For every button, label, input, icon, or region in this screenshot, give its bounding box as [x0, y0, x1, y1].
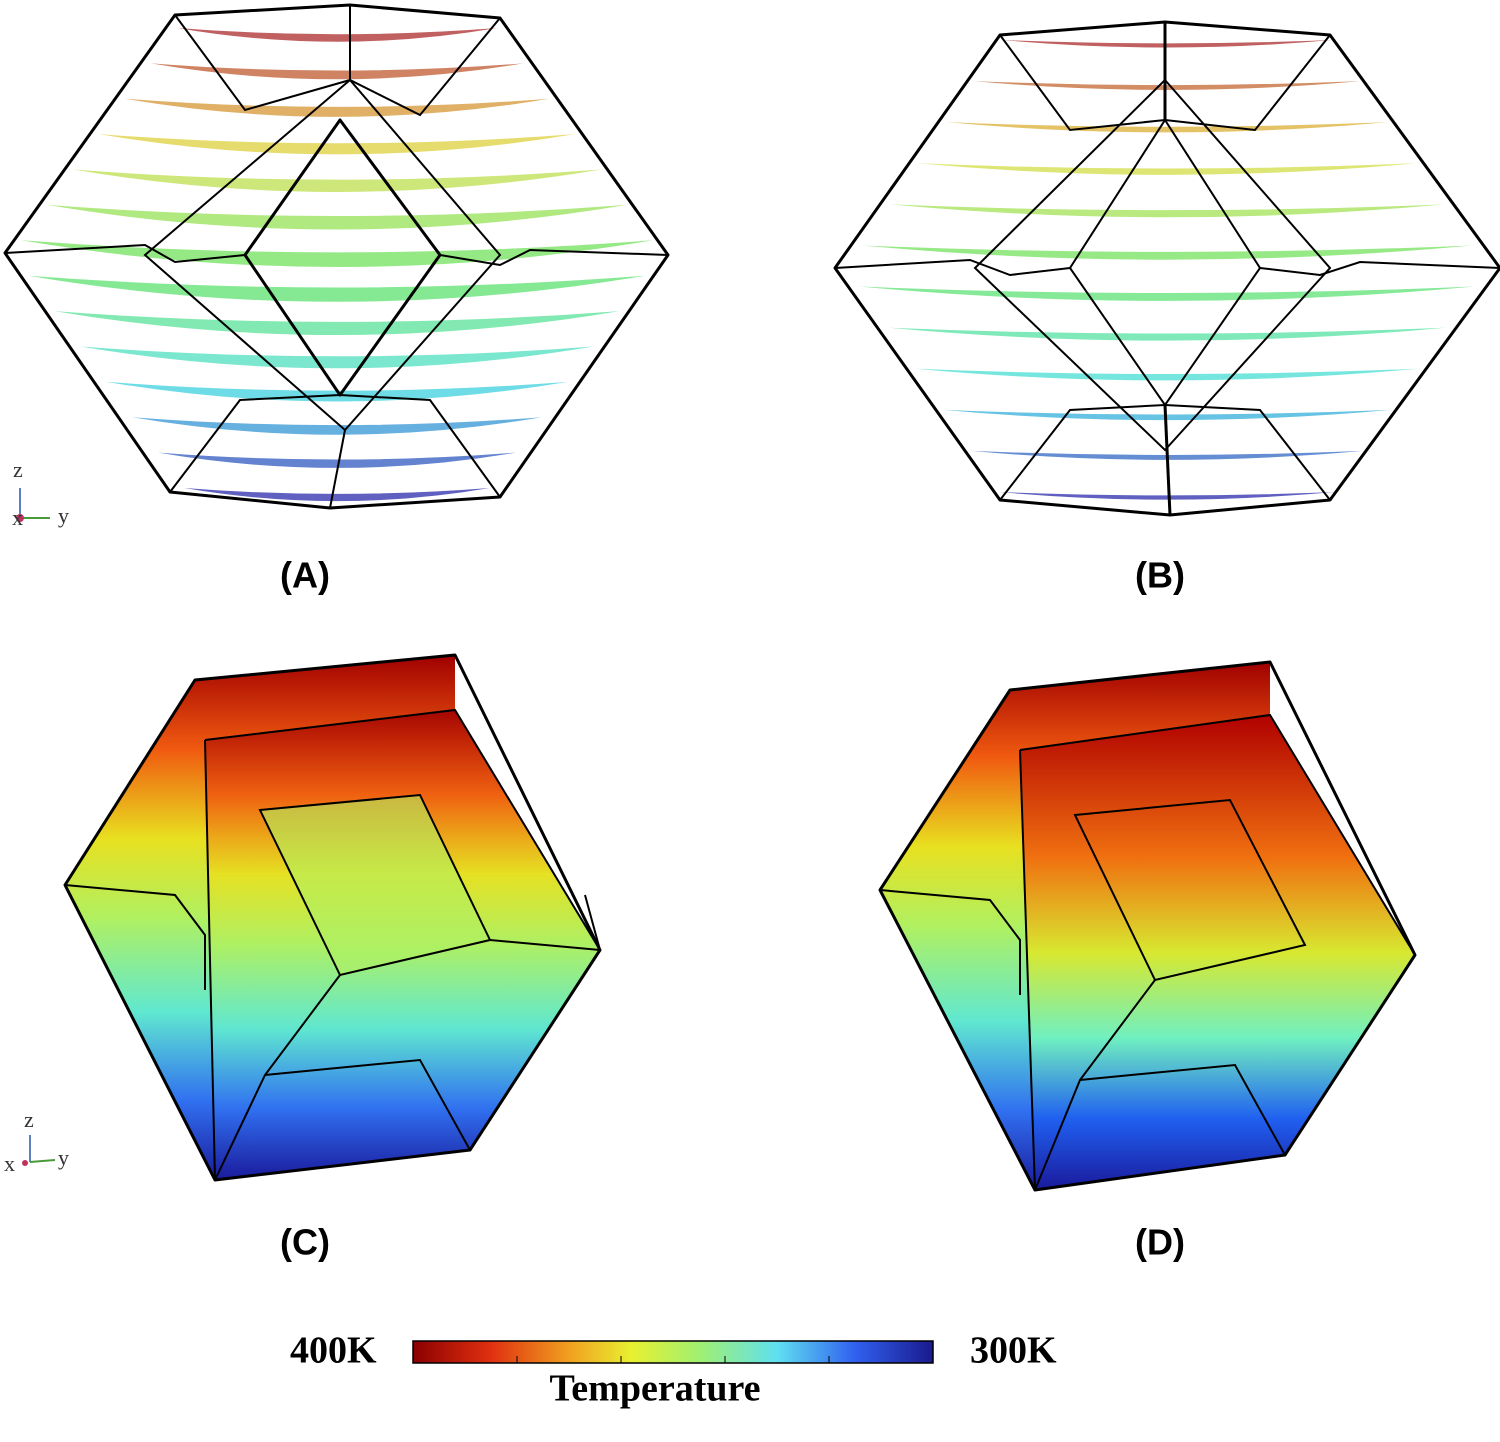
- colorbar-title: Temperature: [549, 1368, 760, 1410]
- axis-label: z: [24, 1107, 34, 1132]
- colorbar-label: 300K: [970, 1330, 1057, 1372]
- colorbar-label: 400K: [290, 1330, 377, 1372]
- axis-label: x: [12, 505, 23, 530]
- axis-label: y: [58, 503, 69, 528]
- isosurface: [99, 134, 575, 155]
- isosurface: [21, 240, 653, 268]
- isosurface: [132, 417, 542, 435]
- isosurface: [177, 28, 497, 42]
- isosurface: [80, 346, 594, 369]
- frame-a: [3, 3, 670, 510]
- axis-triad: z x y: [12, 457, 69, 530]
- isosurface: [47, 204, 627, 230]
- isosurface: [151, 63, 523, 80]
- panel-label: (D): [1135, 1222, 1185, 1263]
- isosurface: [54, 311, 620, 336]
- isosurface: [974, 81, 1360, 90]
- isosurface: [158, 452, 516, 468]
- isosurface: [859, 286, 1475, 301]
- isosurface: [125, 98, 549, 117]
- isosurface: [1002, 40, 1332, 48]
- isosurface: [915, 368, 1419, 381]
- axis-label: y: [58, 1145, 69, 1170]
- isosurface: [887, 327, 1447, 341]
- isosurface: [943, 409, 1391, 421]
- isosurface: [890, 204, 1444, 218]
- panel-label: (B): [1135, 555, 1185, 596]
- axis-label: z: [13, 457, 23, 482]
- colorbar: 400K 300K Temperature: [290, 1330, 1057, 1410]
- isosurface: [28, 275, 646, 302]
- isosurface: [918, 163, 1416, 175]
- isosurface: [999, 492, 1335, 500]
- solid-d: [878, 660, 1417, 1192]
- isosurface: [73, 169, 601, 192]
- axis-triad: z x y: [4, 1107, 69, 1176]
- solid-c: [63, 653, 602, 1182]
- isosurface: [862, 245, 1472, 260]
- panel-label: (A): [280, 555, 330, 596]
- axis-label: x: [4, 1151, 15, 1176]
- isosurfaces-b: [859, 40, 1475, 500]
- panel-label: (C): [280, 1222, 330, 1263]
- isosurface: [946, 122, 1388, 133]
- isosurface: [184, 488, 490, 502]
- frame-b: [833, 20, 1500, 517]
